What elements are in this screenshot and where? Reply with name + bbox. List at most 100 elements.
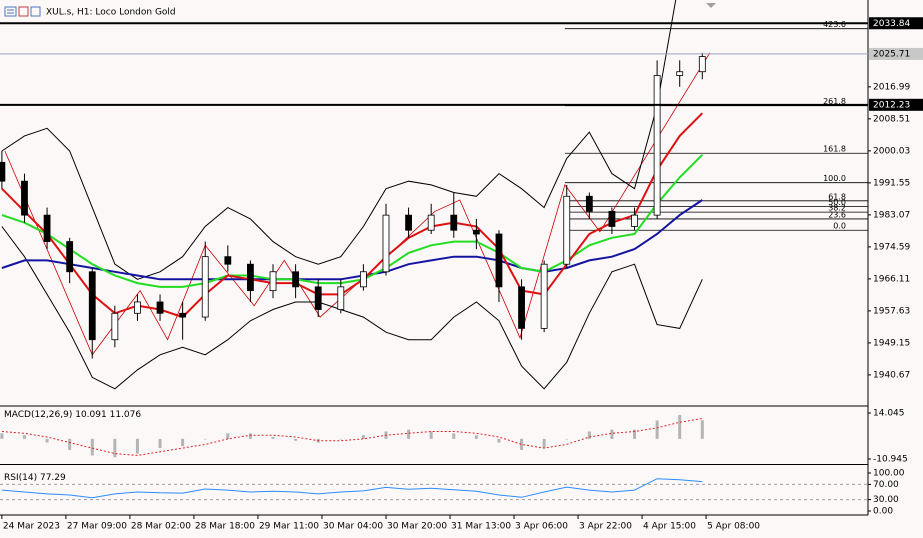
candle-body [608, 210, 616, 227]
fib-label: 161.8 [823, 145, 846, 154]
candle-body [21, 180, 28, 216]
histogram-bar [610, 429, 614, 439]
fib-label: 261.8 [823, 97, 846, 106]
histogram-bar [678, 414, 682, 439]
histogram-bar [565, 438, 569, 440]
histogram-bar [520, 438, 524, 450]
candle-body [382, 214, 390, 273]
histogram-bar [655, 420, 659, 439]
candle-body [653, 75, 661, 216]
y-tick-label: 1983.07 [873, 210, 910, 220]
histogram-bar [135, 438, 139, 454]
candle-body [405, 214, 412, 231]
candle-body [314, 286, 322, 310]
toolbar-icons [4, 6, 41, 17]
bid-label: 2025.71 [873, 49, 910, 59]
x-tick-label: 5 Apr 08:00 [707, 522, 760, 532]
y-tick-label: 2016.99 [873, 82, 910, 92]
x-tick-label: 4 Apr 15:00 [643, 522, 696, 532]
macd-title: MACD(12,26,9) 10.091 11.076 [4, 410, 141, 420]
y-tick-label: 1957.63 [873, 306, 910, 316]
histogram-bar [113, 438, 117, 458]
candle-body [563, 195, 571, 265]
price-label: 2033.84 [873, 19, 910, 29]
candle-body [450, 214, 458, 231]
bid-label-box [869, 47, 923, 60]
y-tick-label: 2000.03 [873, 146, 910, 156]
y-tick-label: 2008.51 [873, 114, 910, 124]
indicator-line [1, 112, 704, 319]
histogram-bar [181, 438, 185, 447]
fib-label: 50.0 [828, 198, 846, 207]
main-plot [0, 0, 868, 390]
candle-body [495, 233, 503, 288]
x-tick-label: 30 Mar 04:00 [323, 522, 383, 532]
y-tick-label: 1991.55 [873, 178, 910, 188]
candle-body [43, 214, 51, 242]
x-tick-label: 24 Mar 2023 [3, 522, 60, 532]
candle-body [88, 271, 96, 341]
indicator-line [1, 154, 704, 288]
candle-body [224, 256, 232, 265]
candle-body [427, 214, 435, 231]
macd-value: 10.091 [75, 410, 107, 420]
candle-body [337, 286, 345, 310]
candle-body [134, 301, 141, 314]
candle-body [631, 214, 638, 227]
fib-label: 100.0 [823, 174, 846, 183]
histogram-bar [248, 433, 252, 439]
histogram-bar [587, 431, 591, 439]
histogram-bar [203, 438, 207, 440]
histogram-bar [429, 431, 433, 439]
y-tick-label: 1966.11 [873, 274, 910, 284]
indicator-line [1, 0, 677, 280]
fib-label: 61.8 [828, 192, 846, 201]
y-tick-label: -10.945 [873, 455, 908, 465]
y-tick-label: 70.00 [873, 480, 899, 490]
fib-label: 38.2 [828, 204, 846, 213]
price-label-box [869, 98, 923, 111]
histogram-bar [339, 438, 343, 440]
histogram-bar [407, 429, 411, 439]
histogram-bar [633, 429, 637, 439]
candle-body [111, 312, 119, 341]
rsi-line [1, 478, 703, 499]
histogram-bar [542, 438, 546, 449]
histogram-bar [271, 437, 275, 439]
x-tick-label: 31 Mar 13:00 [451, 522, 511, 532]
rsi-value: 77.29 [40, 473, 66, 483]
signal-value: 11.076 [110, 410, 142, 420]
y-tick-label: 1974.59 [873, 242, 910, 252]
candle-body [269, 271, 277, 292]
icon [30, 6, 41, 17]
y-tick-label: 30.00 [873, 495, 899, 505]
indicator-line [1, 199, 703, 281]
histogram-bar [497, 438, 501, 443]
x-tick-label: 28 Mar 18:00 [195, 522, 255, 532]
candle-body [676, 71, 684, 76]
y-tick-label: 1949.15 [873, 338, 910, 348]
x-tick-label: 3 Apr 06:00 [515, 522, 568, 532]
fib-label: 423.6 [823, 20, 846, 29]
fib-label: 0.0 [833, 222, 846, 231]
candle-body [179, 312, 187, 318]
histogram-bar [452, 433, 456, 439]
x-tick-label: 29 Mar 11:00 [259, 522, 319, 532]
shift-marker [706, 3, 716, 8]
candle-body [0, 161, 6, 182]
price-label-box [869, 17, 923, 30]
y-tick-label: 14.045 [873, 408, 905, 418]
candle-body [540, 263, 548, 329]
x-tick-label: 27 Mar 09:00 [67, 522, 127, 532]
histogram-bar [294, 438, 298, 441]
rsi-name: RSI(14) [4, 473, 37, 483]
x-tick-label: 28 Mar 02:00 [131, 522, 191, 532]
candle-body [585, 195, 593, 212]
histogram-bar [90, 438, 94, 456]
candle-body [201, 256, 209, 318]
candle-body [66, 241, 74, 273]
rsi-title: RSI(14) 77.29 [4, 473, 66, 483]
histogram-bar [22, 435, 26, 439]
